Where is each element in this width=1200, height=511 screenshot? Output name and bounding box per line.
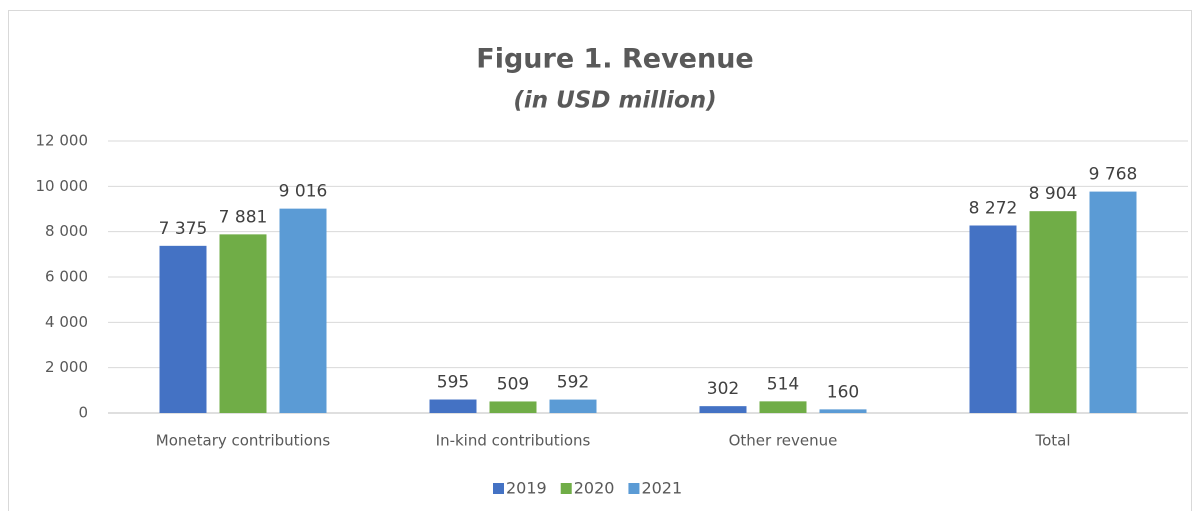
- bar: [429, 399, 477, 413]
- value-label: 8 904: [1029, 184, 1078, 204]
- x-tick-label: Total: [1034, 432, 1070, 450]
- y-tick-label: 2 000: [45, 358, 88, 376]
- value-label: 7 375: [159, 219, 208, 239]
- bar: [279, 208, 327, 413]
- value-label: 514: [767, 374, 799, 394]
- value-label: 9 016: [279, 182, 328, 202]
- value-label: 7 881: [219, 207, 268, 227]
- x-tick-label: Other revenue: [729, 432, 838, 450]
- y-tick-label: 12 000: [36, 132, 89, 150]
- y-tick-label: 0: [78, 404, 88, 422]
- bar: [489, 401, 537, 413]
- legend-swatch: [493, 483, 504, 494]
- bar: [699, 406, 747, 413]
- legend-swatch: [560, 483, 572, 494]
- bar: [759, 401, 807, 413]
- bar: [1089, 191, 1137, 413]
- value-label: 595: [437, 373, 469, 393]
- value-label: 9 768: [1089, 165, 1138, 185]
- legend-label: 2020: [574, 479, 615, 498]
- x-tick-label: In-kind contributions: [436, 432, 591, 450]
- chart-title: Figure 1. Revenue: [476, 44, 754, 75]
- value-label: 592: [557, 373, 589, 393]
- y-tick-label: 6 000: [45, 268, 88, 286]
- value-label: 8 272: [969, 199, 1018, 219]
- y-tick-label: 4 000: [45, 313, 88, 331]
- chart-subtitle: (in USD million): [513, 88, 716, 114]
- value-label: 302: [707, 379, 739, 399]
- bar: [969, 225, 1017, 413]
- x-tick-label: Monetary contributions: [156, 432, 331, 450]
- y-tick-label: 10 000: [36, 177, 89, 195]
- y-tick-label: 8 000: [45, 222, 88, 240]
- bar: [219, 234, 267, 413]
- bar: [159, 245, 207, 413]
- value-label: 509: [497, 374, 529, 394]
- bar: [1029, 211, 1077, 413]
- bar: [549, 399, 597, 413]
- bar: [819, 409, 867, 413]
- legend-label: 2019: [506, 479, 547, 498]
- legend-swatch: [628, 483, 640, 494]
- value-label: 160: [827, 382, 859, 402]
- legend-label: 2021: [641, 479, 682, 498]
